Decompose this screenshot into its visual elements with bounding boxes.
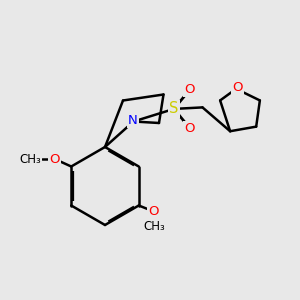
Text: O: O bbox=[50, 152, 60, 166]
Text: O: O bbox=[185, 83, 195, 96]
Text: CH₃: CH₃ bbox=[19, 152, 40, 166]
Text: CH₃: CH₃ bbox=[143, 220, 165, 233]
Text: N: N bbox=[128, 113, 138, 127]
Text: O: O bbox=[148, 205, 159, 218]
Text: S: S bbox=[169, 101, 179, 116]
Text: O: O bbox=[232, 81, 243, 94]
Text: O: O bbox=[185, 122, 195, 135]
